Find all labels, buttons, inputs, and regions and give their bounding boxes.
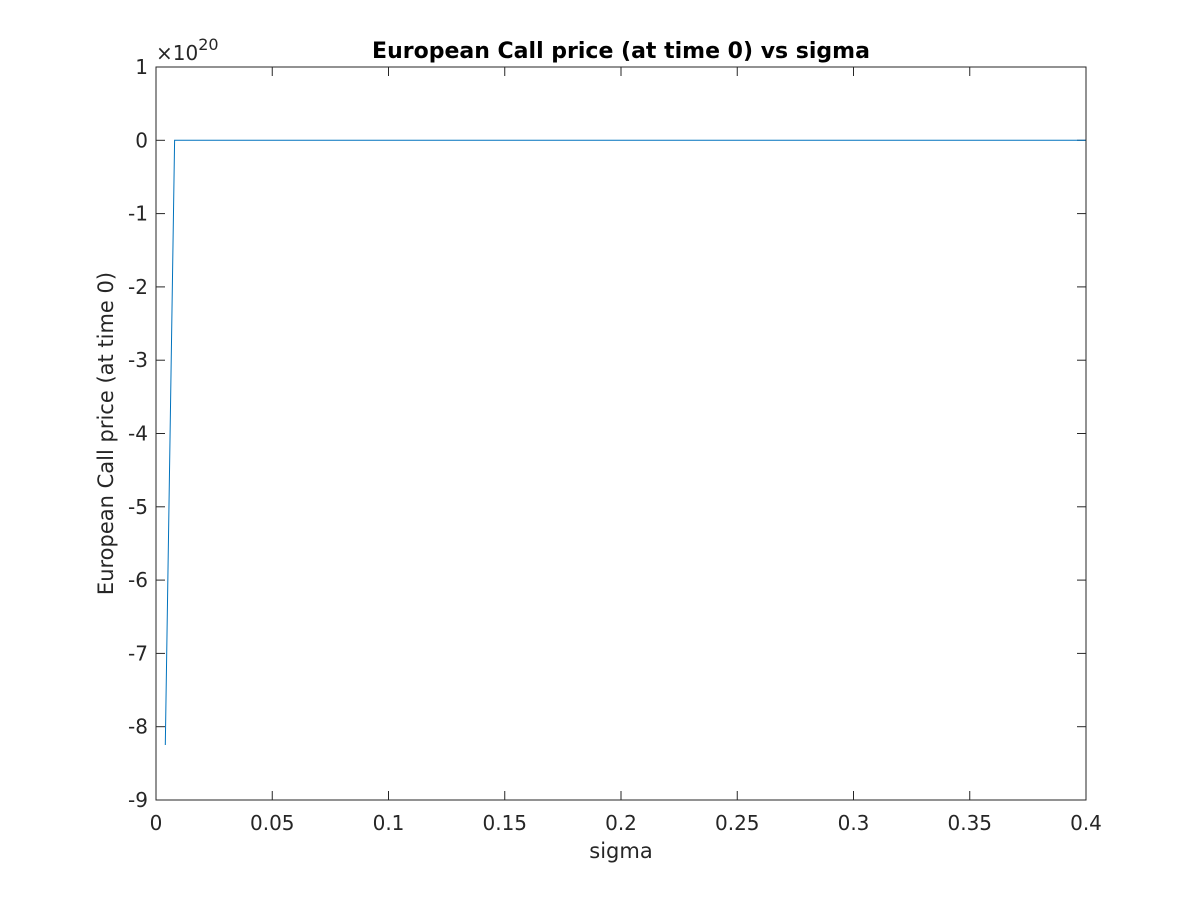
y-tick-label: 0 (135, 128, 148, 152)
y-tick-label: -3 (128, 348, 148, 372)
x-tick-label: 0.25 (715, 811, 760, 835)
y-tick-label: -4 (128, 422, 148, 446)
y-tick-label: 1 (135, 55, 148, 79)
y-axis-multiplier: ×1020 (156, 35, 219, 65)
y-tick-label: -6 (128, 568, 148, 592)
y-tick-label: -9 (128, 788, 148, 812)
y-tick-label: -2 (128, 275, 148, 299)
y-tick-label: -1 (128, 202, 148, 226)
x-tick-label: 0 (150, 811, 163, 835)
x-tick-label: 0.15 (482, 811, 527, 835)
x-tick-label: 0.4 (1070, 811, 1102, 835)
y-axis-label: European Call price (at time 0) (94, 272, 118, 595)
x-tick-label: 0.35 (947, 811, 992, 835)
tick-labels: 0 0.05 0.1 0.15 0.2 0.25 0.3 0.35 0.4 1 0 -1 -2 -3 -4 -… (128, 55, 1102, 835)
plot-area (156, 67, 1086, 800)
x-tick-label: 0.05 (250, 811, 295, 835)
plot-border (155, 66, 1087, 801)
x-axis-label: sigma (589, 839, 652, 863)
y-axis-multiplier-base: ×10 (156, 41, 198, 65)
series-layer (164, 139, 1086, 746)
y-axis-multiplier-exponent: 20 (198, 35, 218, 54)
y-tick-label: -8 (128, 715, 148, 739)
chart-title: European Call price (at time 0) vs sigma (372, 39, 870, 64)
series-line-0 (164, 139, 1086, 746)
y-tick-label: -5 (128, 495, 148, 519)
x-tick-label: 0.3 (838, 811, 870, 835)
x-tick-label: 0.1 (373, 811, 405, 835)
x-tick-label: 0.2 (605, 811, 637, 835)
y-tick-label: -7 (128, 641, 148, 665)
